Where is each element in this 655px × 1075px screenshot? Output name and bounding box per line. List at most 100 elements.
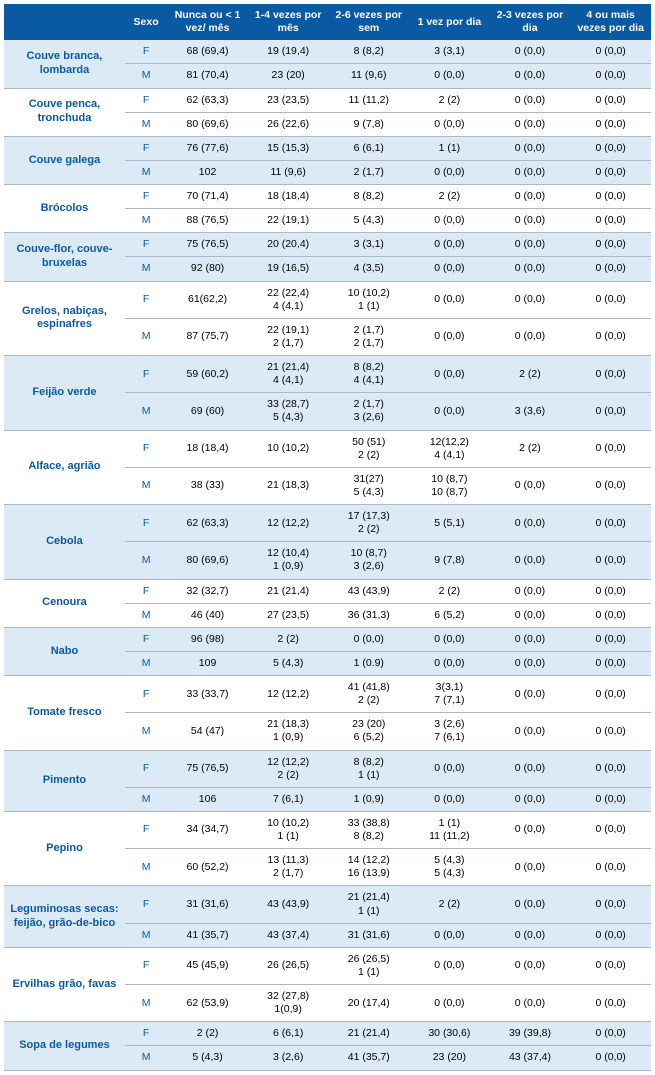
data-cell: 0 (0,0) [409,947,490,984]
data-cell-line: 2 (1,7) [330,324,407,337]
data-cell-line: 14 (12,2) [330,854,407,867]
data-cell: 0 (0,0) [490,136,571,160]
data-cell: 0 (0,0) [409,985,490,1022]
data-cell: 80 (69,6) [167,112,248,136]
data-cell: 10 (10,2) [248,430,329,467]
data-cell-line: 1 (1) [330,966,407,979]
data-cell-line: 13 (11,3) [250,854,327,867]
table-row: PimentoF75 (76,5)12 (12,2)2 (2)8 (8,2)1 … [4,750,651,787]
sex-cell: M [125,651,167,675]
data-cell-line: 3 (2,6) [411,718,488,731]
data-cell: 62 (63,3) [167,88,248,112]
food-name-cell: Grelos, nabiças, espinafres [4,281,125,356]
data-cell: 41 (35,7) [328,1046,409,1070]
data-cell: 43 (37,4) [490,1046,571,1070]
data-cell: 18 (18,4) [167,430,248,467]
data-cell: 20 (17,4) [328,985,409,1022]
data-cell: 0 (0,0) [570,886,651,923]
data-cell: 21 (21,4) [248,579,329,603]
table-row: Grelos, nabiças, espinafresF61(62,2)22 (… [4,281,651,318]
data-cell: 0 (0,0) [570,233,651,257]
data-cell-line: 33 (38,8) [330,817,407,830]
data-cell-line: 2 (1,7) [250,867,327,880]
data-cell-line: 8 (8,2) [330,756,407,769]
sex-cell: F [125,40,167,64]
data-cell-line: 23 (20) [330,718,407,731]
data-cell: 5 (4,3)5 (4,3) [409,849,490,886]
data-cell: 12 (12,2) [248,505,329,542]
data-cell: 106 [167,787,248,811]
data-cell-line: 7 (7,1) [411,694,488,707]
data-cell: 0 (0,0) [570,787,651,811]
data-cell-line: 10 (8,7) [411,473,488,486]
data-cell: 0 (0,0) [570,356,651,393]
data-cell: 0 (0,0) [328,627,409,651]
data-cell: 96 (98) [167,627,248,651]
data-cell: 5 (4,3) [248,651,329,675]
food-name-cell: Couve penca, tronchuda [4,88,125,136]
food-name-cell: Pimento [4,750,125,811]
data-cell: 30 (30,6) [409,1022,490,1046]
data-cell: 0 (0,0) [490,947,571,984]
data-cell: 21 (21,4)4 (4,1) [248,356,329,393]
data-cell: 0 (0,0) [570,750,651,787]
data-cell: 0 (0,0) [490,849,571,886]
data-cell-line: 22 (22,4) [250,287,327,300]
data-cell: 0 (0,0) [490,88,571,112]
food-name-cell: Sopa de legumes [4,1022,125,1070]
sex-cell: F [125,233,167,257]
data-cell: 5 (4,3) [328,209,409,233]
data-cell: 0 (0,0) [490,603,571,627]
data-cell: 0 (0,0) [570,811,651,848]
sex-cell: F [125,750,167,787]
data-cell: 0 (0,0) [409,627,490,651]
data-cell-line: 5 (4,3) [250,411,327,424]
data-cell: 60 (52,2) [167,849,248,886]
data-cell: 15 (15,3) [248,136,329,160]
data-cell: 0 (0,0) [490,750,571,787]
data-cell: 32 (27,8)1(0,9) [248,985,329,1022]
data-cell: 19 (19,4) [248,40,329,64]
data-cell: 23 (20) [248,64,329,88]
data-cell-line: 8 (8,2) [330,830,407,843]
table-row: Couve galegaF76 (77,6)15 (15,3)6 (6,1)1 … [4,136,651,160]
sex-cell: M [125,713,167,750]
data-cell: 2 (1,7) [328,160,409,184]
data-cell: 31 (31,6) [167,886,248,923]
table-row: Feijão verdeF59 (60,2)21 (21,4)4 (4,1)8 … [4,356,651,393]
food-name-cell: Cenoura [4,579,125,627]
data-cell: 0 (0,0) [409,112,490,136]
data-cell: 14 (12,2)16 (13,9) [328,849,409,886]
data-cell: 9 (7,8) [409,542,490,579]
data-cell-line: 16 (13,9) [330,867,407,880]
data-cell: 59 (60,2) [167,356,248,393]
data-cell: 8 (8,2)1 (1) [328,750,409,787]
data-cell: 31(27)5 (4,3) [328,467,409,504]
data-cell: 12(12,2)4 (4,1) [409,430,490,467]
data-cell: 2 (2) [490,430,571,467]
header-col: Sexo [125,4,167,40]
data-cell: 36 (31,3) [328,603,409,627]
data-cell: 0 (0,0) [490,112,571,136]
data-cell: 10 (8,7)3 (2,6) [328,542,409,579]
data-cell-line: 2 (2) [330,694,407,707]
data-cell: 0 (0,0) [490,627,571,651]
food-name-cell: Tomate fresco [4,676,125,751]
data-cell-line: 22 (19,1) [250,324,327,337]
data-cell: 0 (0,0) [490,542,571,579]
data-cell: 9 (7,8) [328,112,409,136]
data-cell: 6 (5,2) [409,603,490,627]
table-row: Couve penca, tronchudaF62 (63,3)23 (23,5… [4,88,651,112]
data-cell: 3 (2,6) [248,1046,329,1070]
data-cell: 39 (39,8) [490,1022,571,1046]
table-row: BrócolosF70 (71,4)18 (18,4)8 (8,2)2 (2)0… [4,185,651,209]
sex-cell: M [125,393,167,430]
data-cell: 7 (6,1) [248,787,329,811]
data-cell: 0 (0,0) [570,112,651,136]
data-cell-line: 1 (1) [411,817,488,830]
table-header: SexoNunca ou < 1 vez/ mês1-4 vezes por m… [4,4,651,40]
data-cell: 46 (40) [167,603,248,627]
table-row: CebolaF62 (63,3)12 (12,2)17 (17,3)2 (2)5… [4,505,651,542]
sex-cell: F [125,676,167,713]
data-cell: 0 (0,0) [570,64,651,88]
